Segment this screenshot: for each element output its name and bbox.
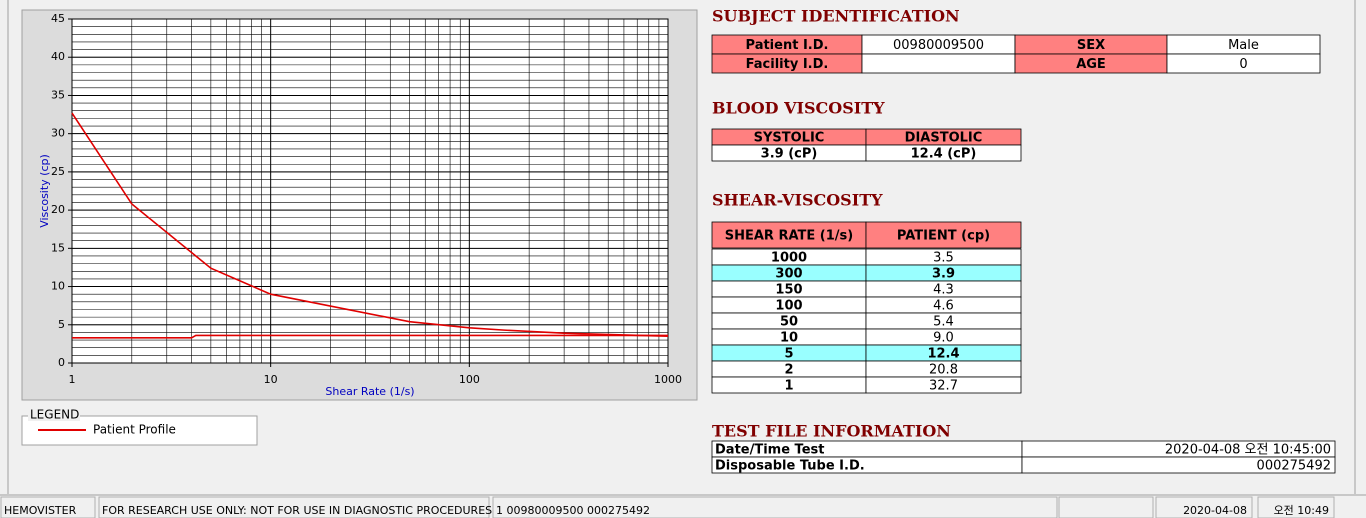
data-line <box>72 334 668 339</box>
cell-text: 3.5 <box>933 251 954 266</box>
cell-text: SYSTOLIC <box>754 131 825 146</box>
cell-text: 2 <box>784 363 793 378</box>
x-tick-label: 100 <box>459 373 480 386</box>
cell-text: 100 <box>775 299 802 314</box>
cell-text: 12.4 <box>927 347 959 362</box>
status-text: HEMOVISTER <box>4 504 77 517</box>
y-tick-label: 10 <box>51 280 65 293</box>
y-axis-label: Viscosity (cp) <box>38 154 51 228</box>
section-title: TEST FILE INFORMATION <box>712 422 951 441</box>
section-title: BLOOD VISCOSITY <box>712 99 885 118</box>
status-text: 오전 10:49 <box>1274 504 1329 517</box>
table-cell <box>865 144 1022 162</box>
table-cell <box>1166 53 1321 74</box>
status-segment <box>98 496 490 518</box>
status-segment <box>0 496 96 518</box>
table-cell <box>711 221 867 249</box>
y-tick-label: 25 <box>51 165 65 178</box>
cell-text: DIASTOLIC <box>905 131 983 146</box>
section-title: SHEAR-VISCOSITY <box>712 191 883 210</box>
y-tick-label: 5 <box>58 318 65 331</box>
y-tick-label: 15 <box>51 241 65 254</box>
data-line <box>71 112 669 338</box>
status-text: 2020-04-08 <box>1183 504 1247 517</box>
status-text: FOR RESEARCH USE ONLY: NOT FOR USE IN DI… <box>102 504 492 517</box>
y-tick-label: 45 <box>51 12 65 25</box>
cell-text: Patient I.D. <box>746 38 829 53</box>
cell-text: 2020-04-08 오전 10:45:00 <box>1165 443 1331 458</box>
x-tick-label: 1 <box>69 373 76 386</box>
table-cell <box>861 53 1016 74</box>
cell-text: SEX <box>1077 38 1105 53</box>
x-tick-label: 1000 <box>654 373 682 386</box>
cell-text: 3.9 <box>932 267 955 282</box>
cell-text: 9.0 <box>933 331 954 346</box>
y-tick-label: 0 <box>58 356 65 369</box>
cell-text: 12.4 (cP) <box>911 147 977 162</box>
legend-entry: Patient Profile <box>93 423 176 437</box>
legend-title-bg <box>28 409 80 421</box>
table-cell <box>1021 456 1336 474</box>
x-axis-label: Shear Rate (1/s) <box>325 385 414 398</box>
table-cell <box>865 376 1022 394</box>
cell-text: 1 <box>784 379 793 394</box>
cell-text: 4.3 <box>933 283 954 298</box>
cell-text: 4.6 <box>933 299 954 314</box>
cell-text: 10 <box>780 331 798 346</box>
y-tick-label: 20 <box>51 203 65 216</box>
status-segment <box>492 496 1058 518</box>
cell-text: SHEAR RATE (1/s) <box>725 229 853 244</box>
section-title: SUBJECT IDENTIFICATION <box>712 7 960 26</box>
cell-text: 300 <box>775 267 802 282</box>
cell-text: PATIENT (cp) <box>897 229 990 244</box>
table-cell <box>865 221 1022 249</box>
status-text: 1 00980009500 000275492 <box>496 504 650 517</box>
cell-text: Date/Time Test <box>715 443 824 458</box>
cell-text: 5.4 <box>933 315 954 330</box>
cell-text: 3.9 (cP) <box>761 147 818 162</box>
cell-text: 000275492 <box>1257 459 1331 474</box>
cell-text: 50 <box>780 315 798 330</box>
status-segment <box>1257 496 1335 518</box>
y-tick-label: 35 <box>51 88 65 101</box>
cell-text: 5 <box>784 347 793 362</box>
cell-text: AGE <box>1076 57 1106 72</box>
cell-text: 0 <box>1239 57 1247 72</box>
cell-text: 150 <box>775 283 802 298</box>
cell-text: Facility I.D. <box>746 57 829 72</box>
legend-title: LEGEND <box>30 408 79 422</box>
status-segment <box>1155 496 1253 518</box>
cell-text: Male <box>1228 38 1259 53</box>
cell-text: Disposable Tube I.D. <box>715 459 865 474</box>
x-tick-label: 10 <box>264 373 278 386</box>
cell-text: 32.7 <box>929 379 958 394</box>
cell-text: 20.8 <box>929 363 958 378</box>
y-tick-label: 40 <box>51 50 65 63</box>
cell-text: 1000 <box>771 251 807 266</box>
cell-text: 00980009500 <box>893 38 984 53</box>
status-segment <box>1058 496 1154 518</box>
plot-area <box>71 18 669 364</box>
y-tick-label: 30 <box>51 127 65 140</box>
